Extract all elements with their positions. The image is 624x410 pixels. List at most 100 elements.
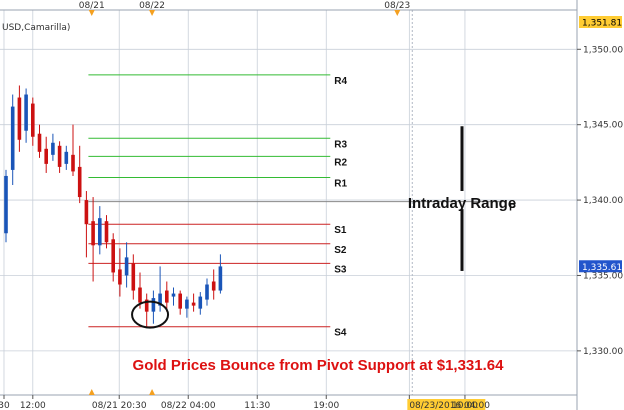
candle <box>71 124 75 176</box>
pivot-label-r1: R1 <box>334 178 347 189</box>
top-date-label: 08/22 <box>139 1 165 11</box>
y-tick-label: 1,345.00 <box>583 121 623 131</box>
candle-body <box>64 151 69 164</box>
candle-body <box>151 298 156 312</box>
candle-body <box>158 293 162 306</box>
price-tag-label: 1,351.81 <box>582 19 622 29</box>
candle <box>131 254 136 300</box>
candle <box>24 88 28 143</box>
candle <box>205 278 209 306</box>
candle-body <box>51 142 55 155</box>
y-tick-label: 1,330.00 <box>583 347 623 357</box>
x-tick-label: 12:00 <box>20 401 46 410</box>
session-marker-bottom <box>88 389 95 395</box>
candle-body <box>57 145 62 167</box>
candle <box>218 254 223 294</box>
candle <box>44 136 48 173</box>
candle-body <box>37 133 42 152</box>
price-tag: 1,335.61 <box>579 260 622 273</box>
candle <box>178 290 182 315</box>
candle <box>77 145 82 204</box>
price-tag-bg <box>579 16 622 28</box>
x-highlight-bg <box>407 399 486 410</box>
candle <box>17 85 22 152</box>
pivot-lines-layer: R4 R3 R2 R1 P S1 S2 S3 S4 <box>88 74 516 339</box>
candle-body <box>84 200 89 225</box>
candle <box>118 248 122 297</box>
symbol-label: USD,Camarilla) <box>2 23 70 33</box>
intraday-range-label: Intraday Range <box>408 195 516 212</box>
candle-body <box>104 221 109 243</box>
candle-body <box>205 284 209 300</box>
support-bounce-circle <box>131 300 170 329</box>
x-tick-label: 30 <box>0 401 10 410</box>
candle <box>37 124 42 158</box>
candle <box>171 287 176 306</box>
candle <box>185 296 189 318</box>
candle-body <box>131 263 136 291</box>
grid-layer <box>0 10 577 395</box>
pivot-label-s1: S1 <box>334 225 347 236</box>
candle-body <box>198 296 203 309</box>
pivot-label-p: P <box>509 203 516 214</box>
x-tick-label: 19:00 <box>313 401 339 410</box>
candle <box>211 269 216 300</box>
candle-body <box>44 148 48 164</box>
price-tag-label: 1,335.61 <box>582 263 622 273</box>
x-tick-label: 08/23/2016 04:00 <box>409 401 490 410</box>
candle-body <box>178 293 182 309</box>
candle <box>191 293 196 312</box>
candle <box>138 272 142 309</box>
price-tag: 1,351.81 <box>579 16 622 29</box>
intraday-range-annotation: Intraday Range <box>408 126 516 271</box>
candle-body <box>165 290 169 303</box>
candle-body <box>4 175 8 234</box>
candle <box>151 290 156 324</box>
candle <box>165 281 169 312</box>
pivot-label-r2: R2 <box>334 157 347 168</box>
candle <box>91 197 95 282</box>
y-tick-label: 1,350.00 <box>583 45 623 55</box>
pivot-label-s3: S3 <box>334 264 347 275</box>
candle <box>57 141 62 173</box>
candle-body <box>185 299 189 309</box>
pivot-label-r4: R4 <box>334 76 347 87</box>
candle <box>64 145 69 170</box>
top-date-label: 08/21 <box>79 1 105 11</box>
candle-body <box>124 257 129 276</box>
pivot-label-r3: R3 <box>334 139 347 150</box>
candle-body <box>17 97 22 140</box>
session-marker-top <box>394 10 401 16</box>
pivot-label-s4: S4 <box>334 328 347 339</box>
candle <box>51 133 55 161</box>
candle <box>84 191 89 258</box>
candle <box>124 242 129 288</box>
candle <box>98 206 102 255</box>
candle-body <box>24 94 28 131</box>
candle-body <box>31 103 35 137</box>
candle-body <box>144 299 149 312</box>
candle <box>10 94 15 185</box>
candle <box>144 293 149 327</box>
candle-body <box>218 266 223 291</box>
y-axis-panel <box>577 0 624 410</box>
candle <box>111 233 115 282</box>
session-marker-top <box>88 10 95 16</box>
x-tick-label: 08/21 20:30 <box>92 401 147 410</box>
candle-body <box>91 221 95 246</box>
candle-body <box>71 154 75 172</box>
chart-title: Gold Prices Bounce from Pivot Support at… <box>133 357 505 374</box>
candle <box>198 292 203 315</box>
candle-body <box>77 166 82 198</box>
candle-body <box>211 281 216 291</box>
candle <box>31 97 35 146</box>
candle-body <box>171 293 176 297</box>
candle-body <box>98 218 102 246</box>
y-tick-label: 1,340.00 <box>583 196 623 206</box>
candle <box>104 215 109 249</box>
candle-body <box>138 287 142 303</box>
